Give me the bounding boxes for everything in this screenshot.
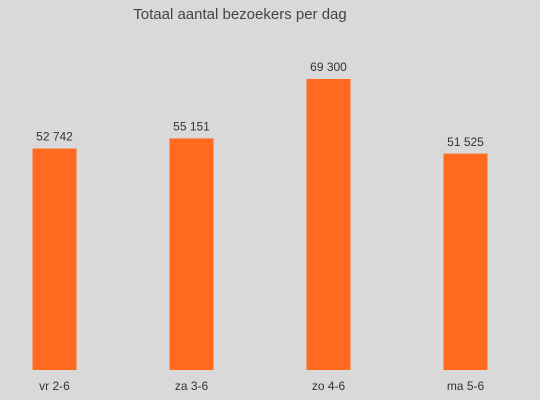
bar — [306, 79, 351, 370]
chart-title: Totaal aantal bezoekers per dag — [133, 6, 346, 23]
value-label: 51 525 — [447, 135, 484, 149]
value-label: 52 742 — [36, 130, 73, 144]
bar — [169, 138, 214, 370]
x-tick-label: vr 2-6 — [39, 379, 70, 393]
bar — [32, 148, 77, 370]
value-label: 69 300 — [310, 60, 347, 74]
value-label: 55 151 — [173, 120, 210, 134]
x-tick-label: ma 5-6 — [447, 379, 485, 393]
x-tick-label: zo 4-6 — [312, 379, 346, 393]
bar — [443, 153, 488, 370]
x-tick-label: za 3-6 — [175, 379, 209, 393]
